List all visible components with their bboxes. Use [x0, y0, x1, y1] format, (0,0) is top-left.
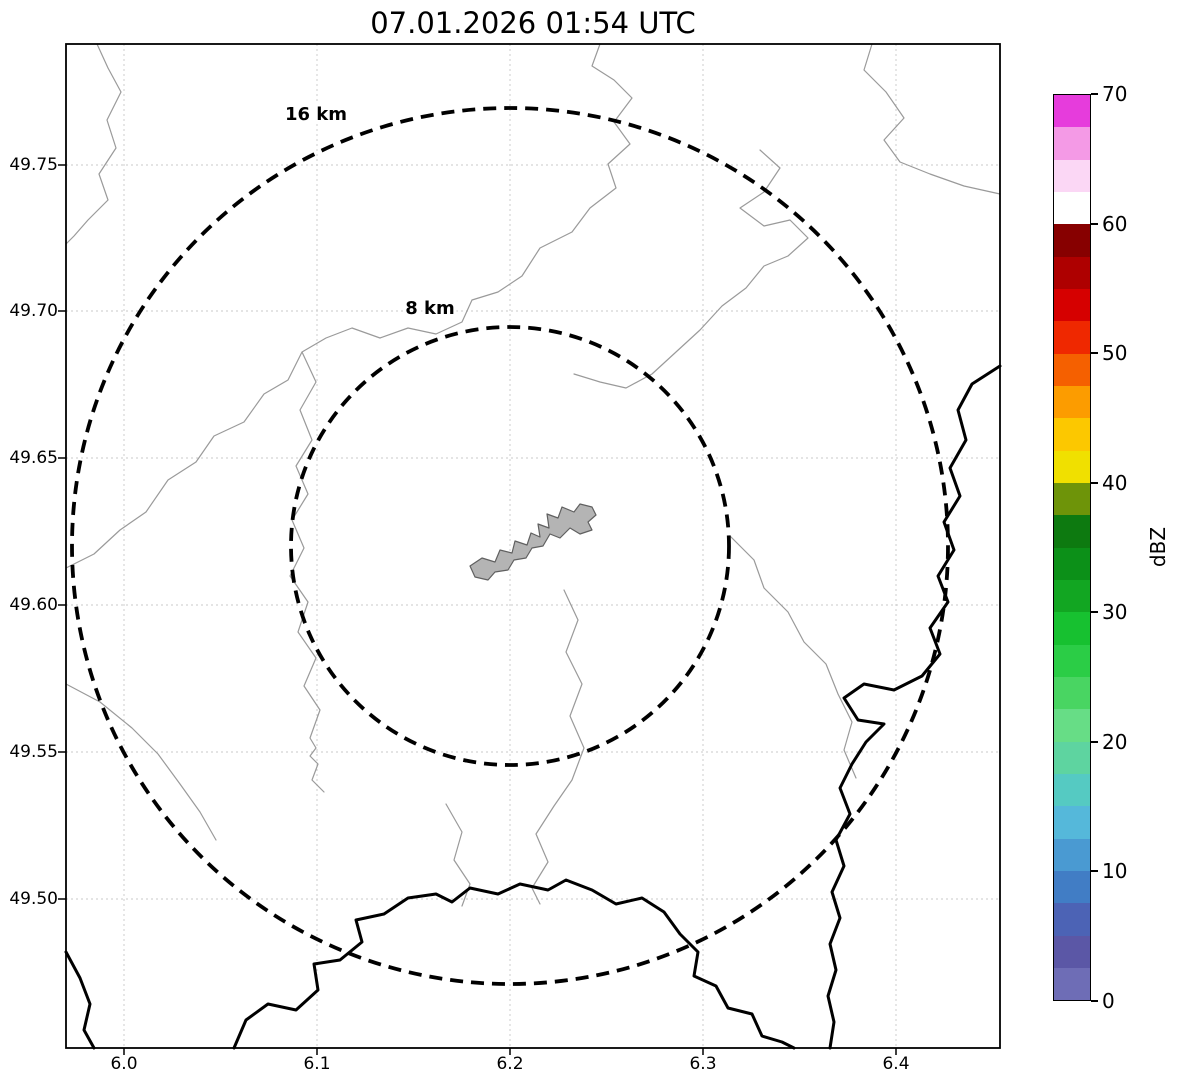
x-tick-label: 6.3	[689, 1054, 717, 1074]
colorbar-tick	[1091, 740, 1098, 743]
colorbar-tick-label: 30	[1102, 600, 1128, 625]
y-tick-label: 49.55	[9, 742, 58, 762]
colorbar-tick-label: 50	[1102, 341, 1128, 366]
colorbar-tick	[1091, 870, 1098, 873]
y-tick-label: 49.65	[9, 448, 58, 468]
country-border-line	[232, 878, 796, 1050]
admin-boundary-line	[729, 535, 857, 779]
colorbar-band	[1054, 709, 1090, 742]
colorbar-band	[1054, 256, 1090, 289]
x-tick-label: 6.1	[303, 1054, 331, 1074]
colorbar-band	[1054, 676, 1090, 710]
colorbar-band	[1054, 127, 1090, 160]
colorbar-band	[1054, 482, 1090, 516]
colorbar-band	[1054, 967, 1090, 1001]
colorbar-band	[1054, 385, 1090, 419]
y-tick-label: 49.75	[9, 155, 58, 175]
colorbar-band	[1054, 644, 1090, 677]
axes-frame	[65, 43, 1001, 1049]
y-tick-label: 49.70	[9, 301, 58, 321]
colorbar-band	[1054, 95, 1090, 128]
admin-boundary-line	[289, 351, 325, 793]
x-tick-label: 6.4	[882, 1054, 910, 1074]
colorbar-band	[1054, 450, 1090, 483]
y-tick-label: 49.60	[9, 595, 58, 615]
colorbar-band	[1054, 547, 1090, 580]
admin-boundary-line	[65, 683, 217, 841]
colorbar-band	[1054, 838, 1090, 871]
map-canvas: 8 km 16 km	[58, 43, 1002, 1055]
admin-boundary-line	[65, 43, 122, 245]
country-border-line	[826, 364, 1002, 1050]
colorbar-band	[1054, 903, 1090, 936]
admin-boundary-line	[863, 43, 1001, 195]
colorbar-tick-label: 40	[1102, 470, 1128, 495]
colorbar-tick-label: 10	[1102, 859, 1128, 884]
x-tick-label: 6.2	[496, 1054, 524, 1074]
colorbar-band	[1054, 579, 1090, 613]
colorbar-band	[1054, 321, 1090, 354]
colorbar-tick-label: 60	[1102, 211, 1128, 236]
colorbar-band	[1054, 935, 1090, 968]
colorbar-tick	[1091, 1000, 1098, 1002]
colorbar-band	[1054, 741, 1090, 774]
colorbar-tick	[1091, 481, 1098, 484]
colorbar-band	[1054, 612, 1090, 645]
range-ring-label: 16 km	[285, 104, 347, 125]
colorbar-band	[1054, 191, 1090, 225]
range-ring-label: 8 km	[405, 298, 455, 319]
range-ring-16-km	[70, 106, 950, 986]
colorbar-axis-label: dBZ	[1146, 526, 1170, 568]
colorbar-tick	[1091, 611, 1098, 614]
range-ring-8-km	[289, 325, 731, 767]
colorbar-tick-label: 70	[1102, 82, 1128, 106]
country-border-line	[64, 950, 96, 1050]
colorbar-tick	[1091, 93, 1098, 95]
map-plot-area: 8 km 16 km	[58, 43, 1002, 1055]
x-tick-label: 6.0	[110, 1054, 138, 1074]
admin-boundary-line	[573, 149, 809, 389]
admin-boundary-line	[65, 43, 633, 569]
figure-title: 07.01.2026 01:54 UTC	[370, 6, 696, 40]
y-tick-label: 49.50	[9, 889, 58, 909]
colorbar-band	[1054, 224, 1090, 257]
colorbar-band	[1054, 418, 1090, 451]
colorbar	[1053, 94, 1091, 1001]
colorbar-band	[1054, 870, 1090, 904]
colorbar-band	[1054, 159, 1090, 192]
colorbar-band	[1054, 288, 1090, 322]
colorbar-band	[1054, 773, 1090, 807]
city-area-polygon	[469, 503, 597, 581]
colorbar-band	[1054, 806, 1090, 839]
colorbar-tick-label: 20	[1102, 729, 1128, 754]
colorbar-tick-label: 0	[1102, 989, 1115, 1013]
colorbar-band	[1054, 353, 1090, 386]
admin-boundary-line	[531, 589, 585, 905]
colorbar-band	[1054, 515, 1090, 548]
colorbar-tick	[1091, 222, 1098, 225]
colorbar-tick	[1091, 352, 1098, 355]
